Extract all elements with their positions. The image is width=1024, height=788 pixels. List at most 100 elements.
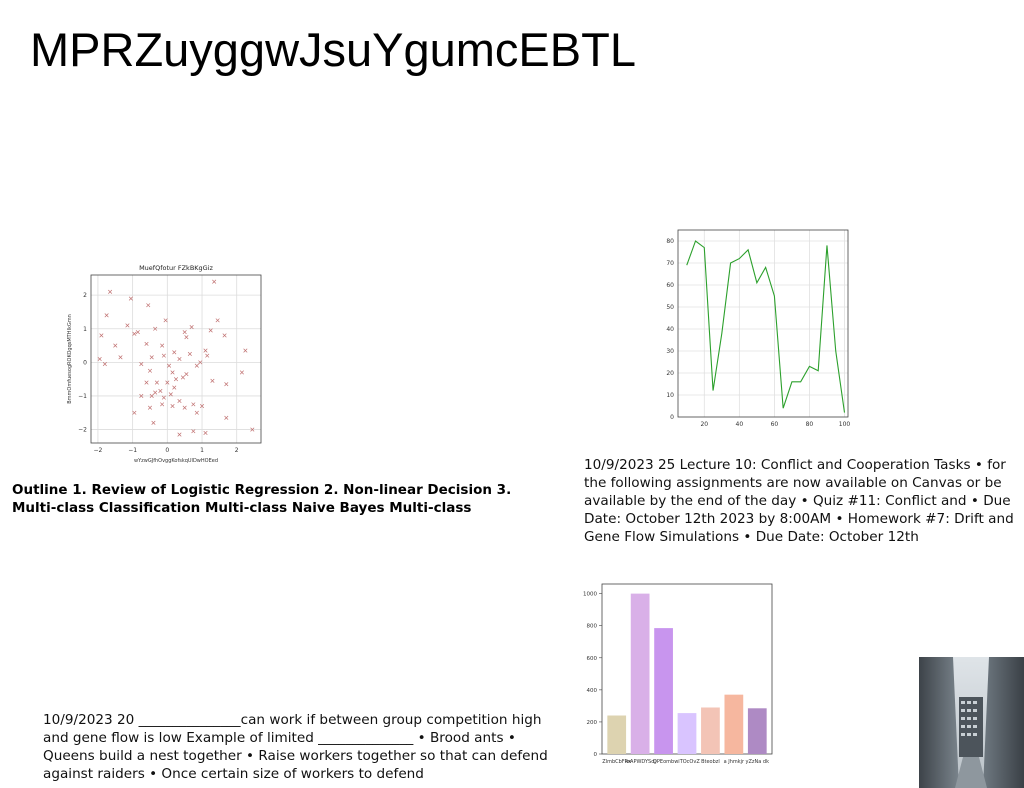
scatter-point [153, 326, 158, 331]
scatter-point [160, 402, 165, 407]
scatter-point [184, 372, 189, 377]
scatter-point [144, 341, 149, 346]
x-tick-label: 80 [806, 421, 814, 428]
scatter-point [165, 380, 170, 385]
chart-title: MuefQfotur FZkBKgGiz [139, 264, 213, 272]
bar [747, 708, 767, 754]
scatter-point [194, 363, 199, 368]
x-tick-label: 20 [700, 421, 708, 428]
scatter-point [146, 303, 151, 308]
scatter-point [191, 402, 196, 407]
scatter-point [99, 333, 104, 338]
y-tick-label: 60 [666, 282, 674, 289]
scatter-point [243, 348, 248, 353]
scatter-point [191, 429, 196, 434]
scatter-point [215, 318, 220, 323]
bar [630, 593, 650, 754]
scatter-point [151, 420, 156, 425]
scatter-point [149, 355, 154, 360]
x-tick-label: Bteobzl [701, 759, 720, 765]
scatter-point [203, 348, 208, 353]
x-tick-label: 1 [200, 447, 204, 454]
scatter-point [177, 398, 182, 404]
scatter-point [132, 410, 137, 415]
scatter-chart: −2 −1 0 1 2 −2 −1 0 1 2 MuefQfotur FZkBKgGiz wYzwGJ… [67, 264, 262, 464]
scatter-point [199, 403, 205, 409]
x-tick-label: 2 [235, 447, 239, 454]
bar [677, 713, 697, 754]
y-tick-label: 0 [594, 752, 598, 758]
scatter-point [194, 410, 199, 415]
scatter-point [224, 382, 229, 387]
y-tick-label: 1 [83, 326, 87, 333]
scatter-point [144, 380, 149, 385]
scatter-point [139, 393, 144, 399]
scatter-point [210, 378, 215, 383]
scatter-point [163, 318, 168, 323]
scatter-point [239, 370, 244, 375]
scatter-point [104, 313, 109, 318]
scatter-point [177, 432, 182, 437]
outline-text: Outline 1. Review of Logistic Regression… [12, 482, 512, 516]
scatter-point [135, 330, 140, 335]
bar [654, 628, 673, 754]
y-tick-label: 200 [587, 720, 598, 726]
series-line [686, 240, 846, 413]
scatter-point [147, 368, 153, 373]
scatter-point [160, 343, 165, 348]
scatter-point [118, 355, 123, 360]
scatter-point [147, 405, 153, 410]
line-chart: 20 40 60 80 100 0 10 20 30 40 50 60 70 80 [666, 229, 850, 428]
scatter-point [180, 375, 185, 380]
x-tick-label: a Jhmkjr [724, 759, 745, 765]
scatter-point [170, 370, 175, 375]
x-tick-label: IwAPWDYSdj [624, 759, 655, 765]
scatter-point [208, 328, 213, 333]
x-axis-label: wYzwGJfhOvggKofskqUlDwHOEed [134, 458, 218, 464]
y-tick-label: 2 [83, 292, 87, 299]
x-tick-label: −1 [128, 447, 137, 454]
scatter-point [108, 289, 113, 294]
scatter-point [187, 351, 192, 357]
scatter-point [203, 430, 208, 435]
x-tick-label: yZzNa dk [746, 759, 770, 765]
y-tick-label: 30 [666, 348, 674, 355]
scatter-point [97, 356, 102, 362]
scatter-point [182, 330, 187, 335]
y-tick-label: 0 [670, 414, 674, 421]
y-tick-label: −2 [78, 427, 87, 434]
y-tick-label: 80 [666, 238, 674, 245]
x-tick-label: 60 [771, 421, 779, 428]
x-tick-label: 40 [736, 421, 744, 428]
scatter-point [172, 350, 177, 355]
scatter-point [205, 353, 210, 358]
scatter-point [149, 393, 154, 399]
scatter-point [125, 323, 130, 328]
x-tick-label: 0 [165, 447, 169, 454]
x-tick-label: ZlmbCbFRx [602, 759, 631, 765]
x-tick-label: wiTOcOvZ [674, 759, 700, 765]
y-tick-label: 70 [666, 260, 674, 267]
x-tick-label: −2 [94, 447, 103, 454]
scatter-point [102, 361, 107, 367]
bar-chart: 0 200 400 600 800 1000 ZlmbCbFRxIwAPWDYSdjQPEo… [583, 583, 773, 765]
scatter-point [170, 403, 175, 409]
scatter-point [222, 333, 227, 338]
scatter-point [177, 356, 182, 362]
scatter-point [172, 385, 177, 390]
bar [701, 707, 720, 754]
y-tick-label: −1 [78, 393, 87, 400]
y-tick-label: 10 [666, 392, 674, 399]
plot-frame [90, 274, 262, 444]
x-tick-label: QPEomb [653, 759, 674, 765]
cooperation-paragraph: 10/9/2023 20 _______________can work if … [43, 712, 548, 782]
y-tick-label: 0 [83, 359, 87, 366]
scatter-point [154, 380, 159, 385]
scatter-point [168, 392, 173, 397]
plot-frame [677, 229, 849, 418]
y-tick-label: 20 [666, 370, 674, 377]
scatter-point [132, 331, 137, 336]
scatter-point [161, 353, 166, 358]
scatter-point [189, 325, 194, 330]
scatter-point [128, 296, 133, 301]
